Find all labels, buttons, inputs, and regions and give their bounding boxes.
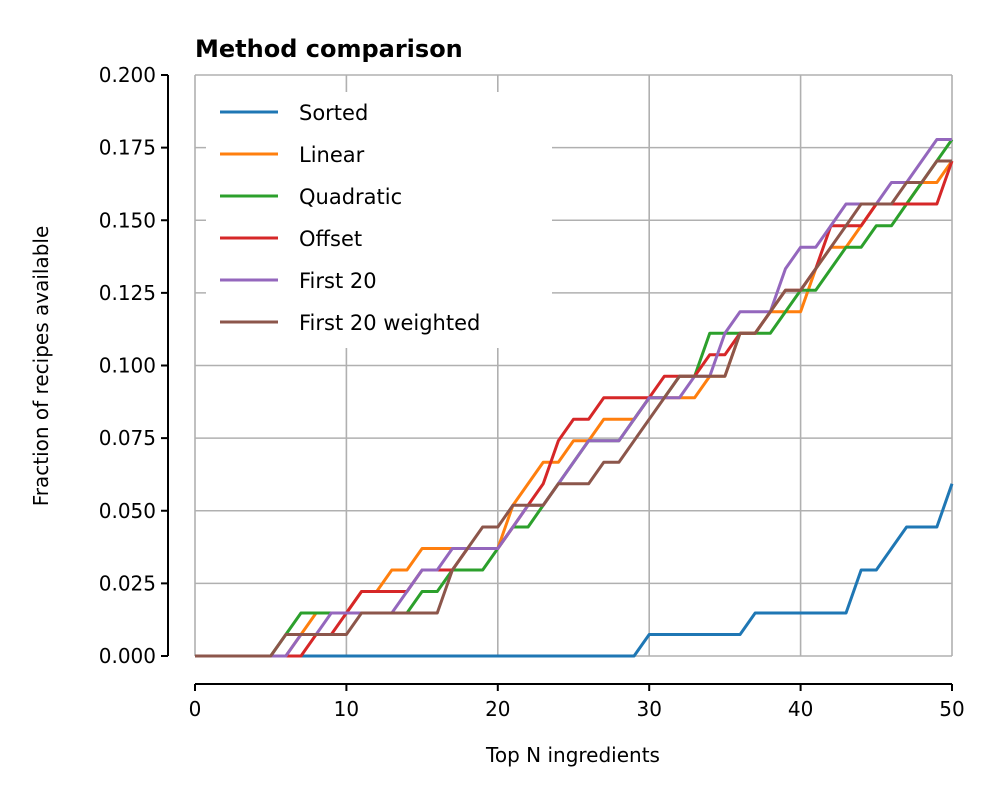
series-line-first-20-weighted (195, 159, 952, 658)
y-tick-label: 0.075 (99, 426, 156, 450)
series-line-sorted (195, 483, 954, 658)
x-tick-label: 20 (485, 697, 510, 721)
y-tick-label: 0.175 (99, 136, 156, 160)
series-line-first-20 (195, 137, 952, 658)
legend-label: Linear (299, 143, 365, 167)
legend-label: Sorted (299, 101, 368, 125)
axes: 0.000 0.025 0.050 0.075 0.100 0.125 0.150 0.175… (99, 63, 965, 721)
legend-background (206, 92, 552, 348)
x-tick-label: 40 (788, 697, 813, 721)
x-tick-label: 50 (939, 697, 964, 721)
y-tick-label: 0.150 (99, 208, 156, 232)
legend-label: First 20 (299, 269, 377, 293)
legend-label: Quadratic (299, 185, 402, 209)
y-tick-label: 0.000 (99, 644, 156, 668)
x-tick-label: 0 (189, 697, 202, 721)
x-tick-label: 30 (636, 697, 661, 721)
y-tick-label: 0.100 (99, 354, 156, 378)
y-tick-label: 0.025 (99, 571, 156, 595)
y-tick-label: 0.125 (99, 281, 156, 305)
legend: Sorted Linear Quadratic Offset First 20 First… (206, 92, 552, 348)
x-tick-label: 10 (334, 697, 359, 721)
y-axis-label: Fraction of recipes available (29, 226, 53, 507)
y-tick-label: 0.050 (99, 499, 156, 523)
x-axis-label: Top N ingredients (485, 743, 660, 767)
legend-label: First 20 weighted (299, 311, 480, 335)
chart-title: Method comparison (195, 35, 463, 63)
legend-label: Offset (299, 227, 362, 251)
series-lines (195, 137, 954, 658)
y-tick-label: 0.200 (99, 63, 156, 87)
